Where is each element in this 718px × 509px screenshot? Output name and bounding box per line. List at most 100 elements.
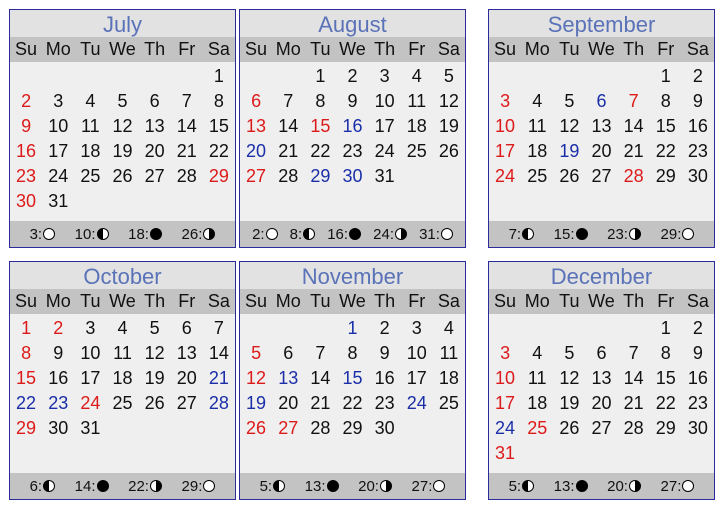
empty-cell	[272, 64, 304, 89]
day-cell: 20	[176, 368, 197, 388]
day-cell: 4	[411, 66, 422, 86]
day-cell: 20	[246, 141, 267, 161]
day-cell: 4	[85, 91, 96, 111]
weekday-label: We	[109, 39, 136, 59]
day-cell: 14	[278, 116, 299, 136]
day-cell: 5	[251, 343, 262, 363]
weekday-label: Mo	[524, 291, 550, 311]
day-cell: 6	[596, 91, 607, 111]
day-cell: 17	[495, 393, 516, 413]
moon-phase-entry: 7:	[509, 226, 535, 243]
day-cell: 8	[660, 91, 671, 111]
day-cell: 23	[374, 393, 395, 413]
moon-phase-bar: 6:14:22:29:	[10, 473, 235, 499]
weekday-header: Su Mo Tu We Th Fr Sa	[10, 37, 235, 62]
day-cell: 21	[208, 368, 229, 388]
weekday-label: We	[339, 39, 366, 59]
moon-phase-entry: 6:	[30, 478, 56, 495]
full-moon-icon	[682, 228, 695, 240]
day-cell: 27	[591, 166, 612, 186]
day-cell: 14	[310, 368, 331, 388]
weekday-label: Th	[623, 39, 645, 59]
weekday-label: Mo	[45, 39, 71, 59]
day-cell: 29	[208, 166, 229, 186]
day-cell: 15	[310, 116, 331, 136]
day-cell: 5	[117, 91, 128, 111]
moon-phase-day: 20	[358, 477, 375, 495]
day-cell: 15	[655, 368, 676, 388]
weekday-label: Sa	[437, 291, 460, 311]
empty-cell	[272, 316, 304, 341]
day-cell: 21	[310, 393, 331, 413]
day-cell: 19	[559, 393, 580, 413]
day-cell: 13	[278, 368, 299, 388]
day-cell: 23	[16, 166, 37, 186]
moon-phase-entry: 27:	[661, 478, 695, 495]
month-title: November	[240, 262, 465, 289]
weekday-label: Th	[374, 39, 396, 59]
separator: :	[91, 477, 96, 495]
weekday-label: Mo	[45, 291, 71, 311]
weekday-label: Sa	[437, 39, 460, 59]
separator: :	[516, 225, 522, 243]
full-moon-icon	[433, 480, 446, 492]
moon-phase-day: 3	[29, 225, 38, 243]
day-cell: 26	[559, 418, 580, 438]
moon-phase-day: 27	[411, 477, 429, 495]
empty-cell	[618, 64, 650, 89]
separator: :	[198, 225, 203, 243]
day-cell: 25	[406, 141, 427, 161]
day-cell: 17	[48, 141, 69, 161]
weekday-label: Mo	[275, 39, 301, 59]
day-cell: 7	[315, 343, 326, 363]
day-cell: 29	[16, 418, 37, 438]
day-cell: 1	[213, 66, 224, 86]
day-cell: 2	[692, 66, 703, 86]
day-cell: 7	[628, 91, 639, 111]
moon-phase-entry: 5:	[509, 478, 535, 495]
day-cell: 9	[347, 91, 358, 111]
day-cell: 23	[687, 393, 708, 413]
day-cell: 30	[687, 166, 708, 186]
day-cell: 20	[278, 393, 299, 413]
weekday-label: Th	[144, 39, 166, 59]
day-cell: 24	[495, 166, 516, 186]
day-cell: 26	[144, 393, 165, 413]
moon-phase-day: 26	[181, 225, 199, 243]
moon-phase-day: 10	[74, 225, 92, 243]
moon-phase-entry: 31:	[419, 226, 453, 243]
separator: :	[435, 225, 440, 243]
empty-cell	[553, 316, 585, 341]
weekday-label: Sa	[686, 39, 709, 59]
weekday-label: Th	[144, 291, 166, 311]
moon-phase-day: 27	[660, 477, 678, 495]
day-cell: 17	[80, 368, 101, 388]
day-cell: 21	[623, 141, 644, 161]
day-cell: 13	[591, 116, 612, 136]
day-cell: 18	[527, 393, 548, 413]
empty-cell	[585, 64, 617, 89]
day-cell: 7	[283, 91, 294, 111]
empty-cell	[618, 316, 650, 341]
day-cell: 10	[495, 116, 516, 136]
day-cell: 23	[342, 141, 363, 161]
weekday-label: Sa	[207, 291, 230, 311]
day-cell: 6	[596, 343, 607, 363]
moon-phase-day: 29	[181, 477, 199, 495]
month-title: September	[489, 10, 714, 37]
last-moon-icon	[96, 228, 109, 240]
separator: :	[343, 225, 349, 243]
month-title: July	[10, 10, 235, 37]
day-cell: 6	[283, 343, 294, 363]
moon-phase-entry: 14:	[75, 478, 109, 495]
weekday-label: Mo	[524, 39, 550, 59]
day-cell: 18	[438, 368, 459, 388]
day-cell: 13	[176, 343, 197, 363]
day-cell: 25	[527, 418, 548, 438]
day-cell: 12	[438, 91, 459, 111]
last-moon-icon	[273, 480, 286, 492]
day-cell: 5	[564, 91, 575, 111]
moon-phase-entry: 10:	[75, 226, 109, 243]
empty-cell	[521, 64, 553, 89]
separator: :	[267, 477, 273, 495]
